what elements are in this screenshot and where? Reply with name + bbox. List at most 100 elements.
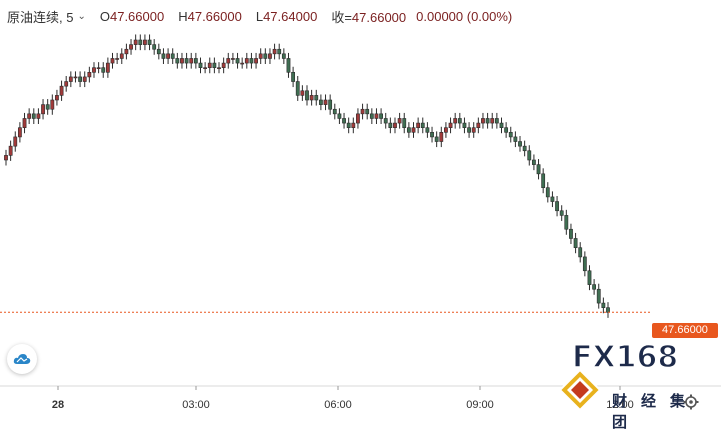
candle-body (462, 122, 467, 128)
candle-body (393, 122, 397, 128)
candle-body (550, 196, 555, 202)
candle-body (36, 113, 41, 119)
candle-body (55, 95, 59, 101)
candle-body (601, 302, 606, 308)
candle-body (536, 164, 541, 175)
candle-body (147, 39, 152, 45)
candle-body (27, 113, 32, 119)
candle-body (175, 58, 180, 64)
candle-body (254, 58, 258, 64)
candle-body (356, 113, 360, 124)
candle-body (383, 118, 388, 124)
candle-body (532, 159, 536, 165)
candle-body (508, 132, 513, 138)
candle-body (295, 81, 300, 96)
candle-body (573, 238, 578, 248)
candle-body (124, 48, 129, 55)
candle-body (416, 122, 421, 128)
candle-body (420, 122, 425, 128)
candle-body (342, 118, 346, 124)
candle-body (138, 39, 143, 45)
candle-body (351, 122, 356, 128)
ohlc-high: H47.66000 (178, 8, 242, 24)
gear-icon[interactable] (683, 394, 699, 410)
candle-body (300, 90, 305, 96)
x-tick-label: 06:00 (324, 399, 352, 411)
candle-body (22, 118, 27, 128)
candle-body (578, 247, 583, 258)
candle-body (110, 58, 115, 64)
candle-body (555, 201, 559, 212)
candle-body (337, 113, 342, 119)
candle-body (207, 62, 212, 68)
candle-body (170, 53, 175, 59)
legend-header: 原油连续, 5 ⌄ O47.66000 H47.66000 L47.64000 … (0, 6, 512, 26)
candle-body (4, 155, 8, 161)
candle-body (8, 145, 13, 156)
candle-body (541, 173, 546, 188)
candle-body (365, 108, 370, 115)
candle-body (105, 62, 110, 73)
candle-body (161, 53, 166, 59)
candle-body (82, 76, 87, 82)
candle-body (569, 228, 573, 239)
candle-body (189, 58, 194, 64)
candle-body (402, 118, 407, 128)
candle-body (198, 62, 203, 68)
candle-body (388, 122, 393, 128)
candle-body (31, 113, 36, 119)
logo-sub-text: 财经集团 (612, 393, 700, 431)
candle-body (193, 58, 198, 64)
x-tick-label: 28 (52, 399, 64, 411)
candle-body (115, 58, 120, 60)
candle-body (592, 284, 597, 290)
candle-body (41, 104, 45, 115)
logo-main-text: FX168 (571, 339, 679, 376)
x-tick-label: 12:00 (606, 399, 634, 411)
symbol-label[interactable]: 原油连续, 5 (7, 9, 74, 25)
candle-body (397, 118, 402, 124)
chevron-down-icon[interactable]: ⌄ (77, 10, 86, 22)
candle-body (212, 62, 217, 68)
candlestick-chart[interactable]: 28 03:00 06:00 09:00 12:00 (0, 0, 721, 418)
candle-body (485, 118, 490, 124)
candle-body (369, 113, 374, 119)
candle-body (263, 53, 268, 59)
candle-body (453, 118, 458, 124)
chart-area[interactable]: 28 03:00 06:00 09:00 12:00 (0, 0, 721, 418)
x-tick-label: 03:00 (182, 399, 210, 411)
candle-body (286, 58, 291, 73)
candle-body (360, 108, 365, 115)
candle-body (277, 48, 282, 55)
candle-body (13, 136, 18, 147)
candle-body (467, 127, 471, 133)
candle-body (448, 122, 453, 128)
candle-body (231, 58, 235, 60)
candle-body (249, 58, 254, 64)
candle-body (166, 53, 170, 59)
candle-body (184, 58, 189, 64)
candle-body (379, 113, 383, 119)
candle-body (513, 136, 518, 142)
candle-body (318, 99, 323, 105)
candle-body (96, 67, 101, 69)
candle-body (328, 99, 333, 110)
candle-body (522, 145, 527, 152)
candle-body (596, 288, 601, 304)
candle-body (499, 122, 504, 128)
candle-body (444, 127, 448, 133)
cloud-icon[interactable] (7, 344, 37, 374)
candle-body (309, 95, 314, 101)
candle-body (291, 72, 296, 82)
ohlc-open: O47.66000 (99, 8, 165, 24)
candle-body (439, 132, 444, 142)
candle-body (129, 44, 133, 50)
candle-body (68, 76, 73, 82)
candle-body (217, 67, 221, 69)
candle-body (17, 127, 22, 138)
candle-body (457, 118, 462, 124)
candle-body (180, 58, 184, 64)
candle-body (314, 95, 319, 101)
candle-body (268, 53, 272, 59)
candle-body (226, 58, 231, 64)
